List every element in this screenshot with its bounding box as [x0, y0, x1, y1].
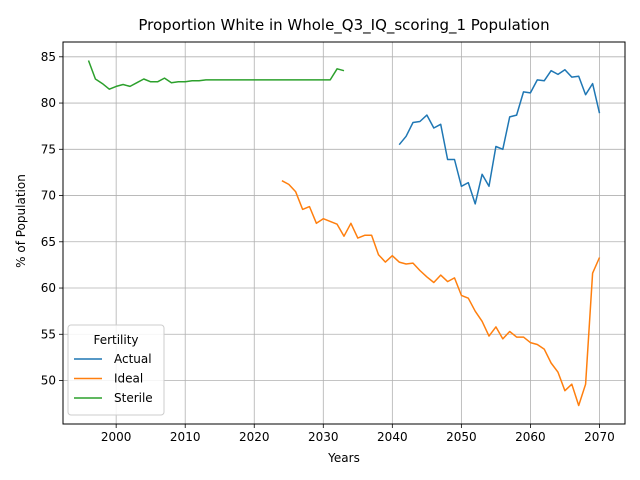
x-tick-label: 2050 — [446, 430, 477, 444]
x-axis-ticks: 2000 2010 2020 2030 2040 2050 2060 2070 — [101, 424, 615, 444]
legend-label-ideal: Ideal — [114, 372, 143, 386]
series-line-ideal — [282, 181, 600, 406]
legend-label-actual: Actual — [114, 352, 152, 366]
y-tick-label: 85 — [41, 50, 56, 64]
legend-label-sterile: Sterile — [114, 391, 153, 405]
y-tick-label: 65 — [41, 235, 56, 249]
x-tick-label: 2070 — [584, 430, 615, 444]
y-axis-ticks: 50 55 60 65 70 75 80 85 — [41, 50, 63, 388]
y-tick-label: 50 — [41, 374, 56, 388]
x-tick-label: 2030 — [308, 430, 339, 444]
series-line-actual — [399, 70, 599, 204]
y-tick-label: 60 — [41, 281, 56, 295]
y-tick-label: 80 — [41, 96, 56, 110]
y-tick-label: 70 — [41, 189, 56, 203]
y-tick-label: 55 — [41, 327, 56, 341]
legend: Fertility Actual Ideal Sterile — [68, 325, 164, 415]
legend-title: Fertility — [93, 333, 138, 347]
y-axis-label: % of Population — [14, 174, 28, 268]
x-tick-label: 2010 — [170, 430, 201, 444]
x-tick-label: 2000 — [101, 430, 132, 444]
series-line-sterile — [89, 61, 345, 90]
chart-title: Proportion White in Whole_Q3_IQ_scoring_… — [138, 16, 549, 35]
x-tick-label: 2060 — [515, 430, 546, 444]
x-axis-label: Years — [327, 451, 360, 465]
x-tick-label: 2020 — [239, 430, 270, 444]
x-tick-label: 2040 — [377, 430, 408, 444]
series-lines — [89, 61, 600, 406]
y-tick-label: 75 — [41, 142, 56, 156]
